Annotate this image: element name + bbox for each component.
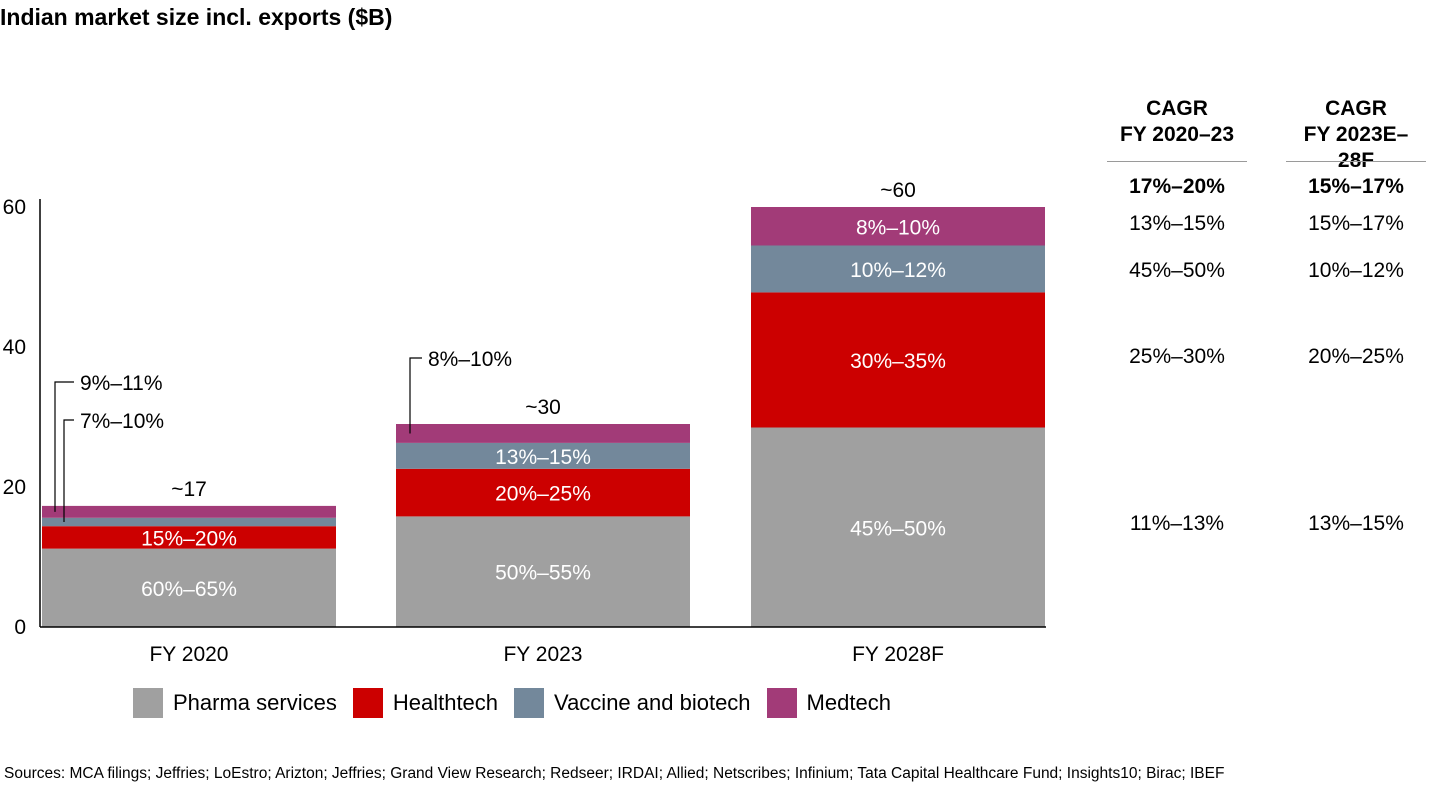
bar-segment-vaccine-and-biotech (42, 517, 336, 527)
cagr-header: CAGR FY 2020–23 (1119, 97, 1235, 146)
y-tick-label: 40 (3, 336, 26, 359)
y-tick-label: 20 (3, 476, 26, 499)
total-label: ~17 (171, 478, 207, 501)
cagr-value: 15%–17% (1308, 212, 1404, 235)
bar-segment-medtech (42, 505, 336, 518)
x-tick-label: FY 2028F (852, 643, 944, 666)
segment-label: 45%–50% (850, 517, 946, 540)
legend-swatch (352, 688, 383, 718)
legend-label: Pharma services (173, 690, 337, 715)
segment-label: 50%–55% (495, 562, 591, 585)
cagr-value: 10%–12% (1308, 259, 1404, 282)
cagr-value: 11%–13% (1129, 512, 1225, 535)
cagr-header: CAGR FY 2023E–28F (1303, 97, 1409, 172)
segment-label: 15%–20% (141, 527, 237, 550)
legend-label: Vaccine and biotech (554, 690, 751, 715)
segment-label: 60%–65% (141, 578, 237, 601)
cagr-value: 13%–15% (1129, 212, 1225, 235)
callout-line (409, 357, 422, 434)
total-label: ~30 (525, 396, 561, 419)
segment-label: 10%–12% (850, 259, 946, 282)
segment-label: 20%–25% (495, 483, 591, 506)
legend-swatch (514, 688, 545, 718)
x-tick-label: FY 2023 (503, 643, 582, 666)
cagr-value: 15%–17% (1308, 175, 1404, 198)
segment-label: 13%–15% (495, 446, 591, 469)
segment-label: 8%–10% (856, 216, 940, 239)
bar-segment-medtech (751, 207, 1045, 246)
callout-label: 8%–10% (428, 348, 512, 371)
x-tick-label: FY 2020 (149, 643, 228, 666)
bar-segment-healthtech (396, 468, 690, 517)
sources-note: Sources: MCA filings; Jeffries; LoEstro;… (4, 765, 1225, 782)
bar-segment-vaccine-and-biotech (396, 442, 690, 469)
chart-legend: Pharma services Healthtech Vaccine and bio… (133, 688, 907, 718)
legend-item: Medtech (766, 688, 891, 718)
bar-segment-vaccine-and-biotech (751, 245, 1045, 293)
bar-segment-pharma-services (751, 427, 1045, 627)
legend-item: Pharma services (133, 688, 337, 718)
bar-segment-pharma-services (396, 516, 690, 627)
cagr-value: 17%–20% (1129, 175, 1225, 198)
segment-label: 30%–35% (850, 350, 946, 373)
callout-label: 7%–10% (80, 410, 164, 433)
cagr-value: 25%–30% (1129, 345, 1225, 368)
callout-label: 9%–11% (80, 372, 163, 395)
callout-line (54, 381, 74, 512)
y-tick-label: 60 (3, 196, 26, 219)
callout-line (63, 419, 74, 522)
bar-segment-healthtech (42, 526, 336, 549)
legend-label: Medtech (806, 690, 891, 715)
bar-segment-medtech (396, 424, 690, 443)
cagr-header-rule (1286, 161, 1426, 162)
cagr-header-rule (1107, 161, 1247, 162)
cagr-value: 20%–25% (1308, 345, 1404, 368)
legend-item: Healthtech (352, 688, 499, 718)
y-tick-label: 0 (14, 616, 26, 639)
total-label: ~60 (880, 179, 916, 202)
bar-segment-pharma-services (42, 548, 336, 627)
legend-swatch (766, 688, 797, 718)
chart-title: Indian market size incl. exports ($B) (0, 4, 393, 30)
cagr-value: 13%–15% (1308, 512, 1404, 535)
legend-swatch (133, 688, 163, 718)
legend-label: Healthtech (392, 690, 499, 715)
bar-segment-healthtech (751, 292, 1045, 428)
legend-item: Vaccine and biotech (514, 688, 751, 718)
cagr-value: 45%–50% (1129, 259, 1225, 282)
